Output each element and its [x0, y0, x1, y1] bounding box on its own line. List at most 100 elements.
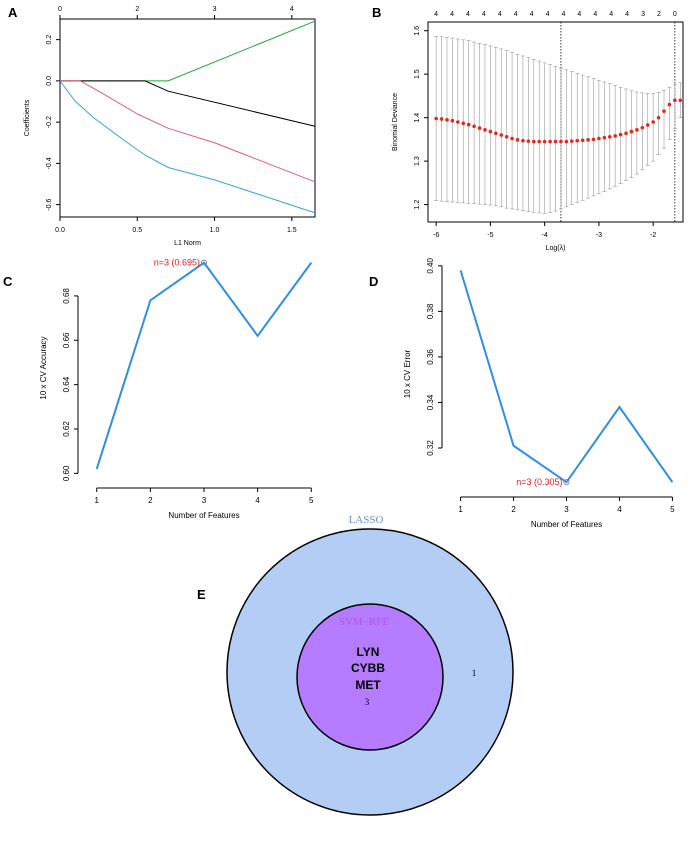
b-deviance-point: [597, 137, 601, 141]
b-x-tick-label: -3: [596, 232, 602, 239]
b-top-label: 4: [609, 11, 613, 18]
b-top-label: 4: [498, 11, 502, 18]
b-top-label: 4: [530, 11, 534, 18]
b-deviance-point: [592, 138, 596, 142]
d-y-tick-label: 0.32: [426, 440, 435, 456]
c-y-tick-label: 0.64: [62, 376, 71, 392]
b-deviance-point: [581, 138, 585, 142]
b-deviance-point: [489, 130, 493, 134]
a-top-tick-label: 4: [290, 6, 294, 13]
venn-inner-count: 3: [365, 697, 370, 707]
b-deviance-point: [657, 116, 661, 120]
b-deviance-point: [586, 138, 590, 142]
a-top-tick-label: 0: [58, 6, 62, 13]
venn-outer-count: 1: [472, 668, 477, 678]
a-y-tick-label: -0.6: [46, 198, 53, 210]
b-top-label: 4: [434, 11, 438, 18]
b-deviance-point: [651, 120, 655, 124]
b-deviance-point: [603, 136, 607, 140]
c-y-tick-label: 0.62: [62, 421, 71, 437]
b-deviance-point: [624, 132, 628, 136]
c-y-tick-label: 0.60: [62, 465, 71, 481]
b-top-label: 4: [577, 11, 581, 18]
b-top-label: 2: [657, 11, 661, 18]
venn-inner-label: SVM−RFE: [339, 616, 390, 628]
d-x-tick-label: 1: [458, 505, 463, 514]
c-y-tick-label: 0.66: [62, 332, 71, 348]
a-top-tick-label: 2: [135, 6, 139, 13]
d-cv-line: [461, 270, 673, 482]
b-deviance-point: [608, 135, 612, 139]
b-top-label: 4: [482, 11, 486, 18]
b-deviance-point: [527, 139, 531, 143]
c-x-tick-label: 2: [148, 496, 153, 505]
a-x-tick-label: 1.5: [287, 227, 297, 234]
venn-gene-1: LYN: [357, 645, 380, 659]
b-top-label: 4: [593, 11, 597, 18]
b-deviance-point: [467, 123, 471, 127]
b-x-tick-label: -5: [487, 232, 493, 239]
panel-letter-d: D: [369, 274, 378, 289]
b-y-tick-label: 1.5: [414, 69, 421, 79]
b-top-label: 4: [546, 11, 550, 18]
b-deviance-point: [635, 128, 639, 132]
a-x-tick-label: 1.0: [210, 227, 220, 234]
b-deviance-point: [646, 123, 650, 127]
c-y-axis-label: 10 x CV Accuracy: [39, 336, 48, 399]
c-x-axis-label: Number of Features: [168, 511, 239, 520]
venn-gene-2: CYBB: [351, 661, 385, 675]
c-y-tick-label: 0.68: [62, 288, 71, 304]
c-x-tick-label: 1: [95, 496, 100, 505]
b-deviance-point: [668, 103, 672, 107]
b-top-label: 4: [450, 11, 454, 18]
b-deviance-point: [641, 126, 645, 130]
d-x-tick-label: 5: [670, 505, 675, 514]
panel-letter-b: B: [372, 5, 381, 20]
b-deviance-point: [456, 120, 460, 124]
c-x-tick-label: 5: [309, 496, 314, 505]
b-deviance-point: [570, 139, 574, 143]
c-x-tick-label: 4: [255, 496, 260, 505]
b-deviance-point: [543, 140, 547, 144]
b-deviance-point: [565, 140, 569, 144]
b-deviance-point: [461, 122, 465, 126]
d-y-axis-label: 10 x CV Error: [403, 349, 412, 398]
c-x-tick-label: 3: [202, 496, 207, 505]
d-y-tick-label: 0.38: [426, 303, 435, 319]
b-deviance-point: [537, 140, 541, 144]
b-deviance-point: [483, 128, 487, 132]
a-coefficient-path-1: [60, 21, 315, 81]
d-y-tick-label: 0.36: [426, 349, 435, 365]
b-top-label: 4: [466, 11, 470, 18]
venn-outer-label: LASSO: [349, 514, 384, 526]
d-optimal-annotation: n=3 (0.305): [516, 477, 562, 487]
b-deviance-point: [662, 109, 666, 113]
b-deviance-point: [532, 140, 536, 144]
b-deviance-point: [494, 132, 498, 136]
b-top-label: 3: [641, 11, 645, 18]
venn-diagram: LASSO SVM−RFE LYN CYBB MET 3 1: [227, 514, 513, 815]
panel-letter-a: A: [8, 5, 18, 20]
b-x-axis-label: Log(λ): [546, 245, 566, 252]
b-deviance-point: [440, 117, 444, 121]
c-cv-line: [97, 263, 312, 469]
b-deviance-point: [554, 140, 558, 144]
b-deviance-point: [613, 134, 617, 138]
panel-letter-c: C: [3, 274, 13, 289]
a-x-tick-label: 0.5: [132, 227, 142, 234]
b-deviance-point: [510, 137, 514, 141]
b-deviance-point: [505, 135, 509, 139]
d-y-tick-label: 0.40: [426, 257, 435, 273]
b-x-tick-label: -4: [542, 232, 548, 239]
a-y-tick-label: -0.2: [46, 116, 53, 128]
chart-c-cv-accuracy: 1 2 3 4 5 0.60 0.62 0.64 0.66 0.68 Number of Featu…: [39, 258, 314, 520]
venn-gene-3: MET: [355, 678, 381, 692]
b-y-tick-label: 1.2: [414, 200, 421, 210]
d-x-tick-label: 3: [564, 505, 569, 514]
b-y-tick-label: 1.6: [414, 26, 421, 36]
b-y-tick-label: 1.3: [414, 156, 421, 166]
a-coefficient-path-2: [60, 81, 315, 126]
d-x-tick-label: 4: [617, 505, 622, 514]
